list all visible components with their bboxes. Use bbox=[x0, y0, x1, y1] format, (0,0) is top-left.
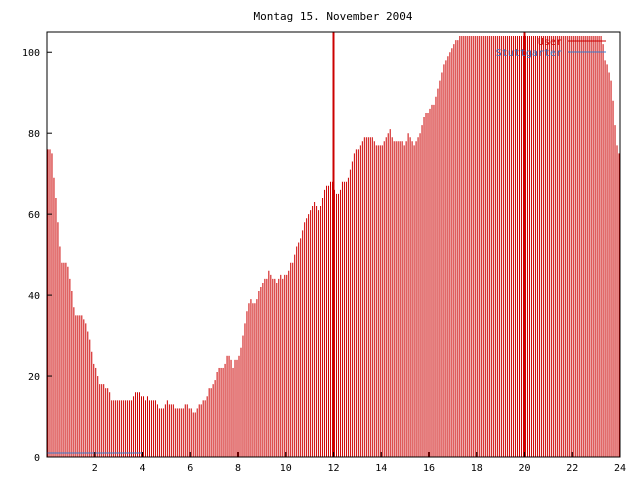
y-tick-label: 20 bbox=[28, 372, 40, 383]
x-tick-label: 6 bbox=[187, 463, 193, 474]
legend: User Stuttgarter bbox=[496, 37, 606, 59]
x-tick-label: 18 bbox=[471, 463, 483, 474]
y-tick-label: 100 bbox=[22, 48, 40, 59]
marker-lines bbox=[332, 32, 526, 457]
x-tick-label: 10 bbox=[280, 463, 292, 474]
legend-label-stuttgarter: Stuttgarter bbox=[496, 48, 562, 59]
y-tick-label: 60 bbox=[28, 210, 40, 221]
x-tick-label: 22 bbox=[566, 463, 578, 474]
x-tick-label: 20 bbox=[518, 463, 530, 474]
y-tick-label: 80 bbox=[28, 129, 40, 140]
x-axis-ticks: 2 4 6 8 10 12 14 16 18 20 22 24 bbox=[92, 452, 626, 474]
y-tick-label: 0 bbox=[34, 453, 40, 464]
legend-label-user: User bbox=[538, 37, 562, 48]
y-tick-label: 40 bbox=[28, 291, 40, 302]
y-axis-ticks: 0 20 40 60 80 100 bbox=[22, 48, 52, 464]
x-tick-label: 8 bbox=[235, 463, 241, 474]
x-tick-label: 14 bbox=[375, 463, 387, 474]
x-tick-label: 24 bbox=[614, 463, 626, 474]
x-tick-label: 4 bbox=[139, 463, 145, 474]
user-bars bbox=[47, 36, 620, 457]
chart-title: Montag 15. November 2004 bbox=[254, 10, 413, 23]
x-tick-label: 2 bbox=[92, 463, 98, 474]
x-tick-label: 16 bbox=[423, 463, 435, 474]
x-tick-label: 12 bbox=[327, 463, 339, 474]
